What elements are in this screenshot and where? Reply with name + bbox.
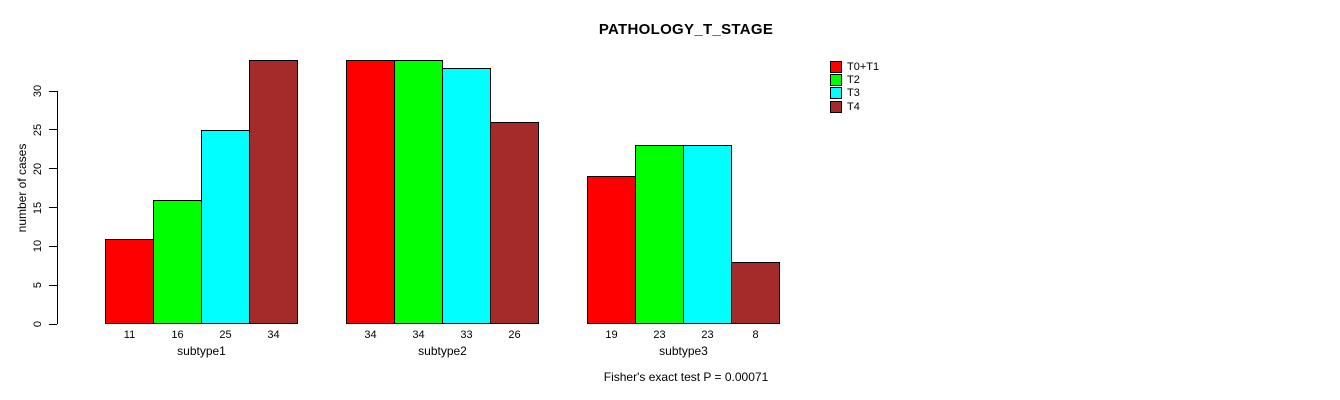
- bar-subtype2-T2: [394, 59, 443, 324]
- y-tick-mark: [49, 90, 57, 92]
- legend-label: T3: [847, 87, 860, 100]
- y-tick-mark: [49, 129, 57, 131]
- legend-item-T2: T2: [830, 73, 879, 87]
- legend: T0+T1 T2 T3 T4: [830, 60, 879, 114]
- legend-label: T0+T1: [847, 60, 880, 73]
- bar-subtype2-T4: [490, 122, 539, 324]
- y-tick-label: 15: [32, 201, 44, 214]
- y-tick-mark: [49, 207, 57, 208]
- x-category-label-subtype1: subtype1: [177, 344, 226, 358]
- bar-subtype3-T2: [635, 145, 684, 324]
- bar-value-label: 23: [701, 329, 714, 341]
- bar-subtype3-T4: [731, 261, 780, 324]
- bar-subtype1-T0+T1: [105, 238, 154, 324]
- bar-value-label: 19: [605, 329, 618, 341]
- bar-value-label: 34: [364, 329, 377, 341]
- legend-item-T4: T4: [830, 100, 879, 113]
- legend-swatch-icon: [830, 60, 842, 73]
- bar-subtype1-T2: [153, 199, 202, 324]
- bar-subtype1-T4: [249, 59, 298, 324]
- bar-subtype1-T3: [201, 129, 250, 324]
- bar-value-label: 16: [171, 329, 184, 341]
- bar-value-label: 26: [508, 329, 521, 341]
- legend-item-T0+T1: T0+T1: [830, 60, 879, 73]
- y-tick-mark: [49, 284, 57, 286]
- stat-annotation: Fisher's exact test P = 0.00071: [603, 370, 769, 384]
- bar-value-label: 11: [123, 329, 136, 341]
- legend-swatch-icon: [830, 100, 842, 113]
- y-axis-label: number of cases: [15, 143, 29, 233]
- y-tick-label: 20: [32, 162, 44, 175]
- y-tick-label: 30: [32, 84, 44, 98]
- bar-value-label: 34: [267, 329, 280, 341]
- legend-label: T4: [847, 100, 860, 113]
- legend-item-T3: T3: [830, 87, 879, 100]
- bar-value-label: 25: [219, 329, 232, 341]
- y-axis-line: [57, 91, 58, 324]
- x-category-label-subtype3: subtype3: [659, 344, 708, 358]
- bar-value-label: 8: [752, 329, 759, 341]
- bar-subtype3-T3: [683, 145, 732, 324]
- bar-subtype3-T0+T1: [587, 176, 636, 324]
- y-tick-mark: [49, 168, 57, 170]
- legend-label: T2: [847, 74, 860, 87]
- bar-value-label: 34: [412, 329, 425, 341]
- y-tick-label: 10: [32, 240, 44, 253]
- bar-subtype2-T0+T1: [346, 59, 395, 324]
- bar-value-label: 23: [653, 329, 666, 341]
- y-tick-mark: [49, 323, 57, 325]
- bar-value-label: 33: [460, 329, 473, 341]
- legend-swatch-icon: [830, 87, 842, 100]
- x-category-label-subtype2: subtype2: [418, 344, 467, 358]
- y-tick-label: 25: [32, 123, 44, 136]
- legend-swatch-icon: [830, 74, 842, 87]
- y-tick-mark: [49, 245, 57, 247]
- bar-subtype2-T3: [442, 67, 491, 324]
- y-tick-label: 5: [32, 282, 44, 289]
- y-tick-label: 0: [32, 320, 44, 328]
- chart-title: PATHOLOGY_T_STAGE: [598, 21, 774, 38]
